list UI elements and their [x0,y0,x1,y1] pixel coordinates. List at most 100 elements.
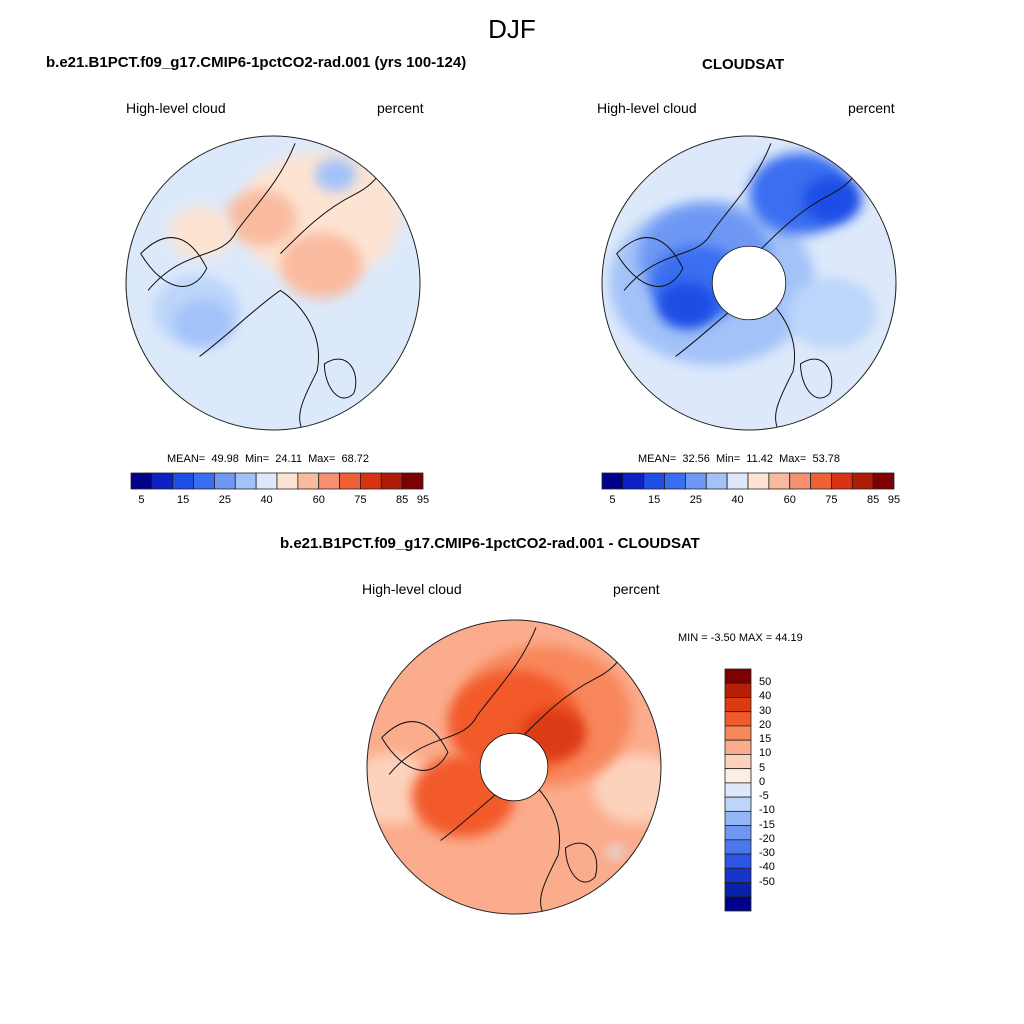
colorbar-tick-label: -10 [759,804,775,817]
colorbar-swatch [724,739,752,755]
colorbar-swatch [724,768,752,784]
field-patch [226,189,297,247]
field-patch [280,232,363,299]
obs-polar-map [601,135,897,431]
obs-units-label: percent [848,100,895,116]
field-patch [168,206,234,259]
colorbar-swatch [622,472,645,490]
colorbar-swatch [724,825,752,841]
colorbar-swatch [255,472,278,490]
colorbar-swatch [724,867,752,883]
colorbar-tick-label: 95 [887,494,901,506]
diff-colorbar [724,668,752,912]
colorbar-tick-label: -40 [759,861,775,874]
field-patch [787,277,876,349]
colorbar-tick-label: -15 [759,818,775,831]
colorbar-tick-label: 95 [416,494,430,506]
colorbar-swatch [724,782,752,798]
colorbar-swatch [643,472,665,490]
obs-field-label: High-level cloud [597,100,697,116]
model-colorbar [130,472,424,490]
colorbar-tick-label: 5 [138,494,145,506]
colorbar-swatch [193,472,215,490]
colorbar-tick-label: 15 [177,494,190,506]
colorbar-swatch [214,472,236,490]
colorbar-swatch [360,472,382,490]
coastline [140,237,208,287]
colorbar-swatch [380,472,403,490]
season-title: DJF [488,14,536,44]
colorbar-swatch [724,668,752,684]
diff-panel-title: b.e21.B1PCT.f09_g17.CMIP6-1pctCO2-rad.00… [280,535,700,552]
map-border [125,135,421,431]
colorbar-tick-label: -50 [759,875,775,888]
field-patch [802,176,862,224]
map-border [366,619,662,915]
field-patch [657,282,717,330]
colorbar-swatch [601,472,624,490]
coastline [616,237,684,287]
colorbar-swatch [724,754,752,770]
map-field [126,136,420,430]
colorbar-tick-label: 60 [783,494,796,506]
colorbar-swatch [401,472,424,490]
colorbar-tick-label: 30 [759,704,772,717]
diff-polar-map [366,619,662,915]
colorbar-swatch [276,472,299,490]
coastline [440,773,560,914]
obs-stats: MEAN= 32.56 Min= 11.42 Max= 53.78 [638,453,840,465]
coastline [147,143,296,291]
colorbar-swatch [724,853,752,869]
colorbar-swatch [172,472,194,490]
coastline [323,358,357,399]
colorbar-tick-label: 75 [354,494,367,506]
colorbar-swatch [724,896,752,912]
model-units-label: percent [377,100,424,116]
field-patch [607,846,623,858]
colorbar-tick-label: 40 [260,494,273,506]
colorbar-swatch [664,472,686,490]
polar-hole [479,732,549,802]
colorbar-tick-label: 40 [759,690,772,703]
diff-field-label: High-level cloud [362,581,462,597]
colorbar-tick-label: 10 [759,747,772,760]
colorbar-swatch [831,472,853,490]
model-stats: MEAN= 49.98 Min= 24.11 Max= 68.72 [167,453,369,465]
colorbar-tick-label: 50 [759,676,772,689]
colorbar-tick-label: -30 [759,847,775,860]
colorbar-swatch [724,682,752,698]
colorbar-swatch [724,725,752,741]
colorbar-tick-label: 20 [759,718,772,731]
colorbar-swatch [724,882,752,898]
coastline [388,627,537,775]
model-polar-map [125,135,421,431]
colorbar-tick-label: -20 [759,832,775,845]
obs-colorbar [601,472,895,490]
colorbar-tick-label: 25 [218,494,231,506]
colorbar-swatch [297,472,320,490]
coastline [381,721,449,771]
colorbar-swatch [705,472,728,490]
colorbar-swatch [726,472,749,490]
colorbar-swatch [234,472,257,490]
polar-hole [711,245,787,321]
colorbar-swatch [318,472,340,490]
colorbar-tick-label: 85 [867,494,880,506]
colorbar-swatch [747,472,770,490]
coastline [623,143,772,291]
colorbar-tick-label: 5 [609,494,616,506]
colorbar-swatch [724,697,752,713]
field-patch [173,299,233,347]
colorbar-tick-label: 25 [689,494,702,506]
colorbar-swatch [724,796,752,812]
coastline [799,358,833,399]
colorbar-swatch [872,472,895,490]
colorbar-tick-label: 5 [759,761,766,774]
model-panel-title: b.e21.B1PCT.f09_g17.CMIP6-1pctCO2-rad.00… [46,54,467,71]
colorbar-swatch [724,839,752,855]
obs-panel-title: CLOUDSAT [702,56,785,73]
colorbar-swatch [768,472,791,490]
colorbar-tick-label: 15 [648,494,661,506]
map-border [601,135,897,431]
diff-units-label: percent [613,581,660,597]
